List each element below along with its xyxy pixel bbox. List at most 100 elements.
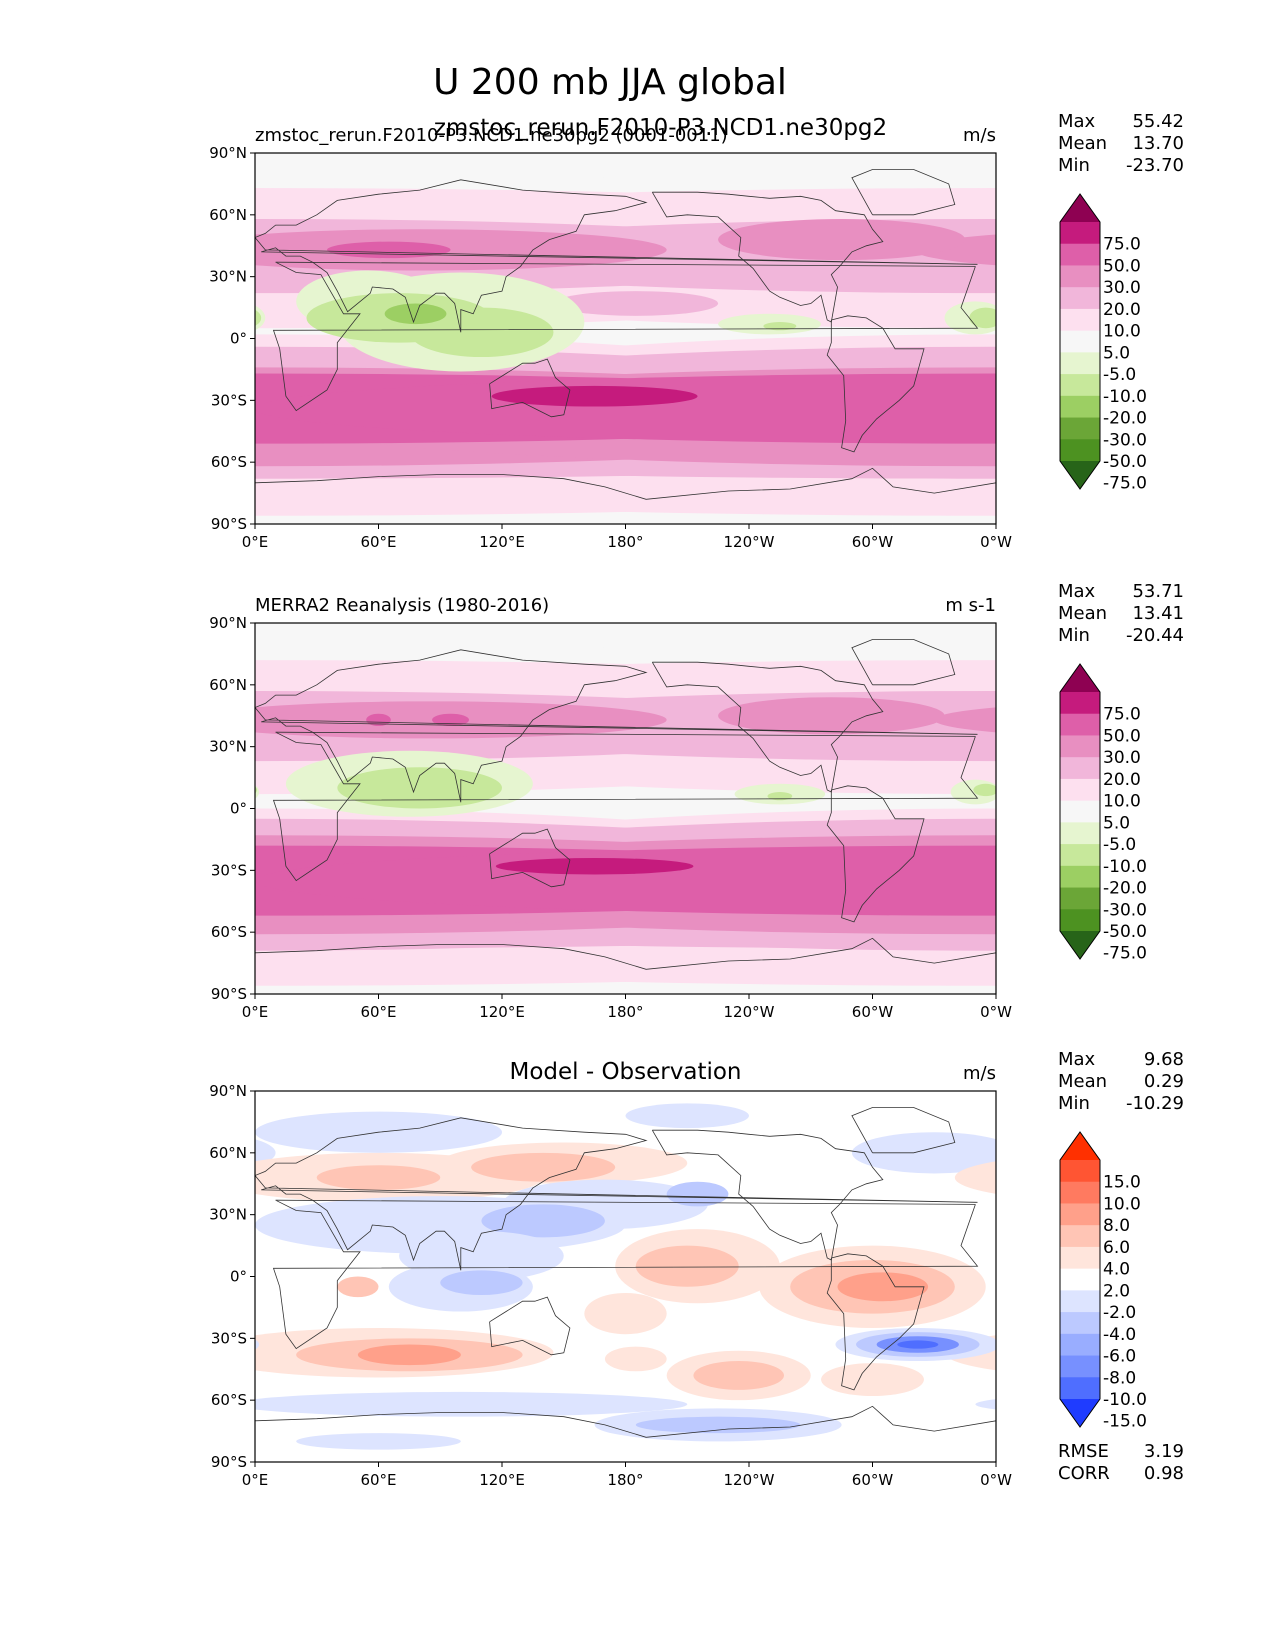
contour-region-35 [80, 1363, 183, 1396]
coastline-1 [255, 1117, 978, 1271]
coastline-0 [272, 261, 979, 412]
contour-region-9 [0, 219, 224, 260]
colorbar-swatch [1060, 1377, 1100, 1400]
colorbar-swatch [1060, 844, 1100, 867]
colorbar-swatch [1060, 1290, 1100, 1313]
contour-region-18 [27, 792, 52, 800]
lat-tick-label: 0° [230, 1268, 247, 1286]
contour-region-19 [255, 786, 258, 794]
contour-region-35 [821, 1363, 924, 1397]
colorbar-level-label: -10.0 [1103, 857, 1147, 877]
coastlines [255, 169, 996, 500]
lon-tick-label: 120°W [724, 1471, 775, 1489]
contour-region-16 [635, 1245, 739, 1287]
lon-tick-label: 0°W [980, 1471, 1012, 1489]
contour-region-33 [0, 1408, 101, 1441]
lon-tick-label: 0°E [242, 1471, 269, 1489]
colorbar-level-label: 75.0 [1103, 235, 1141, 255]
panel-difference: 90°N 60°N 30°N 0° 30°S 60°S 90°S0°E 60°E 120°E 18… [0, 1049, 1263, 1489]
contour-region-14 [1181, 1270, 1263, 1295]
contour-region-4 [954, 1161, 996, 1194]
lon-tick-label: 120°E [479, 1003, 525, 1021]
coastline-0 [272, 1199, 979, 1350]
panel-left-title: MERRA2 Reanalysis (1980-2016) [255, 595, 549, 616]
coastline-2 [651, 661, 884, 793]
colorbar-swatch [1060, 352, 1100, 375]
contour-region-16 [0, 314, 80, 335]
contour-region-0 [0, 679, 255, 794]
contour-region-13 [495, 857, 694, 875]
panel-units: m s-1 [945, 595, 996, 616]
contour-region-1 [996, 1112, 1243, 1153]
colorbar-level-label: 20.0 [1103, 770, 1141, 790]
lat-tick-label: 60°S [211, 923, 247, 941]
contour-region-7 [0, 835, 255, 934]
lat-tick-label: 90°S [211, 985, 247, 1003]
colorbar-swatch [1060, 395, 1100, 419]
colorbar-level-label: -30.0 [1103, 430, 1147, 450]
coastlines [255, 639, 996, 970]
colorbar-outline [1059, 1131, 1101, 1428]
stat-label-min: Min [1058, 625, 1090, 646]
contour-region-22 [384, 303, 447, 325]
lat-tick-label: 60°N [209, 676, 247, 694]
colorbar-swatch [1060, 1246, 1100, 1270]
colorbar-level-label: 10.0 [1103, 792, 1141, 812]
colorbar-level-label: -50.0 [1103, 922, 1147, 942]
colorbar-swatch [1060, 1312, 1100, 1335]
stat-label-max: Max [1058, 1049, 1096, 1070]
stat-label-mean: Mean [1058, 133, 1107, 154]
lat-tick-label: 90°N [209, 614, 247, 632]
colorbar-level-label: 30.0 [1103, 748, 1141, 768]
lat-tick-label: 30°S [211, 391, 247, 409]
contour-region-19 [973, 783, 996, 797]
lon-tick-label: 120°E [479, 533, 525, 551]
lon-tick-label: 0°E [242, 1003, 269, 1021]
colorbar-swatch [1060, 1333, 1100, 1357]
stat-label-mean: Mean [1058, 603, 1107, 624]
lon-tick-label: 0°W [980, 533, 1012, 551]
contour-region-21 [969, 307, 996, 329]
coastline-2 [651, 1129, 884, 1261]
colorbar-level-label: 75.0 [1103, 705, 1141, 725]
colorbar-level-label: -10.0 [1103, 1390, 1147, 1410]
contour-region-10 [666, 1181, 729, 1207]
panel-units: m/s [963, 1063, 996, 1084]
colorbar-level-label: 6.0 [1103, 1238, 1130, 1258]
contour-field [0, 1091, 1263, 1450]
contour-region-36 [296, 1433, 461, 1450]
contour-region-2 [851, 1132, 996, 1174]
colorbar-swatch [1060, 308, 1100, 332]
colorbar-level-label: -30.0 [1103, 900, 1147, 920]
colorbar-swatch [1060, 713, 1100, 736]
contour-region-23 [255, 153, 996, 180]
colorbar-level-label: -20.0 [1103, 409, 1147, 429]
contour-region-11 [432, 713, 470, 727]
panel-left-title: zmstoc_rerun.F2010-P3.NCD1.ne30pg2 (0001… [255, 125, 728, 146]
contour-region-11 [1173, 714, 1210, 726]
coastline-6 [851, 639, 956, 686]
colorbar-level-label: 20.0 [1103, 300, 1141, 320]
coastline-4 [489, 1296, 571, 1356]
coastline-1 [255, 649, 978, 803]
colorbar-level-label: 10.0 [1103, 1194, 1141, 1214]
contour-region-12 [366, 713, 391, 727]
stat-label-mean: Mean [1058, 1071, 1107, 1092]
colorbar-extend-min [1060, 461, 1100, 489]
contour-region-20 [763, 322, 797, 331]
colorbar-level-label: -75.0 [1103, 944, 1147, 964]
colorbar-level-label: -75.0 [1103, 474, 1147, 494]
contour-region-32 [255, 1391, 688, 1417]
contour-region-18 [49, 1260, 214, 1314]
contour-region-9 [0, 697, 204, 734]
lon-tick-label: 60°E [360, 1471, 396, 1489]
contour-region-13 [491, 385, 698, 407]
contour-region-31 [156, 1340, 197, 1348]
colorbar-swatch [1060, 822, 1100, 845]
stat-value-max: 9.68 [1144, 1049, 1184, 1070]
colorbar-swatch [1060, 439, 1100, 462]
colorbar-extend-min [1060, 1399, 1100, 1427]
contour-region-21 [255, 309, 262, 326]
colorbar-extend-min [1060, 931, 1100, 959]
colorbar-level-label: -50.0 [1103, 452, 1147, 472]
